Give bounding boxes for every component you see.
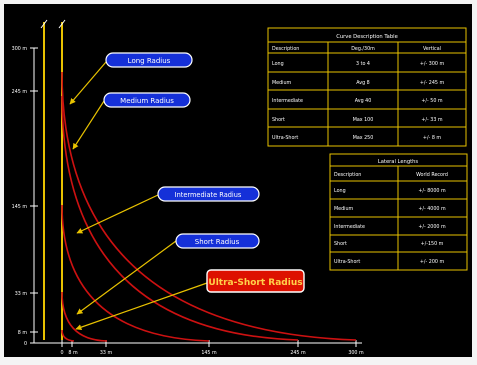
x-tick-300: 300 m [348, 350, 364, 356]
curve-table-cell: Long [272, 61, 284, 67]
intermediate-radius-arrow [76, 194, 159, 234]
curve-table-cell: +/- 50 m [421, 98, 443, 104]
curve-table-cell: Medium [272, 80, 292, 86]
ultra-short-radius-arrow [75, 282, 208, 331]
lateral-table-cell: Intermediate [334, 224, 365, 230]
curve-table-header: Vertical [423, 46, 441, 52]
curve-table-cell: +/- 8 m [423, 135, 441, 141]
lateral-lengths-table: Lateral Lengths Description World Record… [329, 153, 468, 271]
curve-table-cell: Avg 8 [356, 80, 369, 86]
intermediate-radius-curve [61, 204, 210, 342]
y-tick-0: 0 [24, 341, 27, 347]
y-tick-8: 8 m [18, 330, 28, 336]
curve-table-cell: Short [272, 117, 285, 123]
short-radius-arrow [76, 240, 177, 315]
y-tick-145: 145 m [12, 204, 28, 210]
curve-table-header: Description [272, 46, 299, 52]
lateral-table-cell: +/- 4000 m [418, 206, 446, 212]
y-tick-300: 300 m [12, 46, 28, 52]
curve-table-cell: 3 to 4 [356, 61, 370, 67]
lateral-table-cell: +/- 8000 m [418, 188, 446, 194]
curve-table-cell: Intermediate [272, 98, 303, 104]
lateral-table-header: Description [334, 172, 361, 178]
build-curves [61, 71, 357, 342]
curve-description-table: Curve Description Table Description Deg.… [267, 27, 467, 147]
y-tick-33: 33 m [15, 291, 28, 297]
ultra-short-radius-label: Ultra-Short Radius [206, 269, 305, 293]
ultra-short-radius-curve [61, 329, 75, 342]
intermediate-radius-label: Intermediate Radius [157, 186, 260, 202]
lateral-table-cell: +/- 200 m [420, 259, 445, 265]
short-radius-text: Short Radius [195, 238, 240, 246]
curve-table-cell: Max 250 [353, 135, 374, 141]
curve-table-cell: Avg 40 [355, 98, 372, 104]
long-radius-arrow [69, 61, 107, 105]
curve-table-header: Deg./30m [351, 46, 375, 52]
x-tick-145: 145 m [201, 350, 217, 356]
long-radius-curve [61, 71, 357, 341]
lateral-table-cell: Long [334, 188, 346, 194]
lateral-table-cell: Ultra-Short [334, 259, 360, 265]
lateral-table-cell: +/-150 m [421, 241, 444, 247]
lateral-table-cell: +/- 2000 m [418, 224, 446, 230]
short-radius-label: Short Radius [175, 233, 260, 249]
curve-table-cell: +/- 245 m [420, 80, 445, 86]
lateral-table-cell: Medium [334, 206, 354, 212]
lateral-table-header: World Record [416, 172, 448, 178]
curve-table-title: Curve Description Table [336, 34, 398, 40]
curve-table-cell: +/- 33 m [421, 117, 443, 123]
long-radius-text: Long Radius [128, 57, 171, 65]
medium-radius-text: Medium Radius [120, 97, 174, 105]
medium-radius-arrow [72, 100, 105, 150]
x-tick-33: 33 m [100, 350, 113, 356]
medium-radius-curve [61, 95, 299, 341]
x-tick-0: 0 [60, 350, 63, 356]
ultra-short-radius-text: Ultra-Short Radius [208, 278, 302, 288]
lateral-table-cell: Short [334, 241, 347, 247]
callout-arrows [69, 61, 208, 331]
intermediate-radius-text: Intermediate Radius [175, 191, 242, 199]
curve-table-cell: Ultra-Short [272, 135, 298, 141]
x-tick-8: 8 m [68, 350, 78, 356]
medium-radius-label: Medium Radius [103, 92, 191, 108]
short-radius-curve [61, 291, 108, 342]
x-tick-245: 245 m [290, 350, 306, 356]
curve-table-cell: +/- 300 m [420, 61, 445, 67]
lateral-table-title: Lateral Lengths [378, 159, 419, 165]
long-radius-label: Long Radius [105, 52, 193, 68]
curve-table-cell: Max 100 [353, 117, 374, 123]
y-tick-245: 245 m [12, 89, 28, 95]
